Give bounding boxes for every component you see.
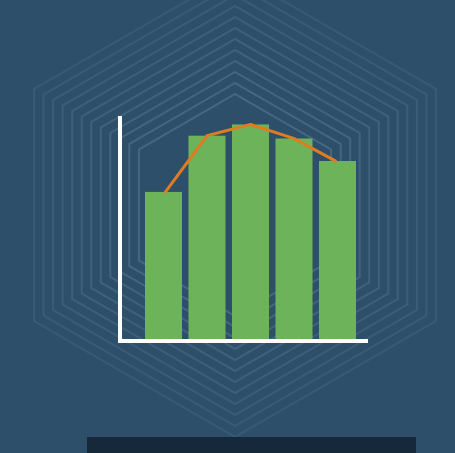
bar-2 [188,135,226,341]
hexagon-outline [52,0,418,417]
hexagon-outline [90,37,380,373]
hexagon-outline [71,15,399,395]
bar-4 [275,138,313,341]
hexagon-outline [109,59,361,351]
hexagon-outline [80,26,390,384]
bar-series [145,124,356,341]
bar-5 [319,161,356,341]
bar-3 [232,124,269,341]
hexagon-outline [61,4,409,406]
trend-line [164,122,337,194]
bottom-bar [87,437,416,453]
hexagon-outline [42,0,428,428]
bar-1 [145,191,182,341]
chart-axes [118,116,368,343]
hexagon-outline [99,48,371,362]
